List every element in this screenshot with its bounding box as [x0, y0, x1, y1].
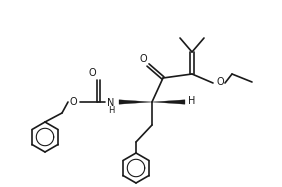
- Polygon shape: [152, 100, 185, 104]
- Text: O: O: [69, 97, 77, 107]
- Text: O: O: [216, 77, 224, 87]
- Polygon shape: [119, 100, 152, 104]
- Text: N: N: [107, 98, 115, 108]
- Text: H: H: [108, 105, 114, 114]
- Text: H: H: [188, 96, 196, 106]
- Text: O: O: [88, 68, 96, 78]
- Text: O: O: [139, 54, 147, 64]
